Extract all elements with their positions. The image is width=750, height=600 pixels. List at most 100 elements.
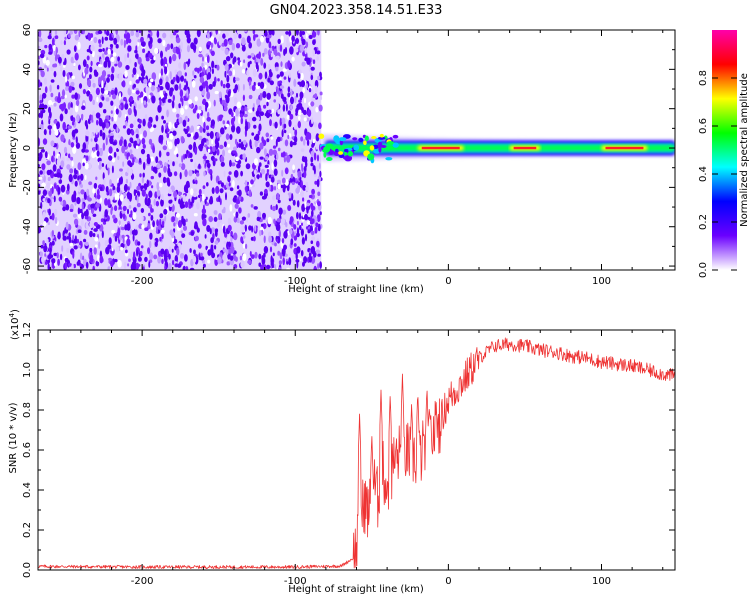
noise-dot bbox=[71, 75, 76, 80]
noise-dot bbox=[229, 204, 233, 212]
noise-dot bbox=[51, 240, 55, 246]
noise-dot bbox=[42, 211, 46, 219]
noise-dot bbox=[219, 188, 224, 194]
y-tick-label: 1.0 bbox=[22, 362, 33, 378]
noise-dot bbox=[289, 177, 293, 183]
noise-dot bbox=[102, 142, 106, 151]
noise-dot bbox=[256, 216, 261, 222]
y-tick-label: -20 bbox=[22, 179, 33, 195]
y-tick-label: 0.4 bbox=[22, 482, 33, 498]
band-blob bbox=[333, 150, 341, 156]
noise-dot bbox=[210, 36, 214, 40]
noise-dot bbox=[234, 84, 238, 91]
noise-dot bbox=[273, 159, 278, 168]
y-tick-label: -60 bbox=[22, 258, 33, 274]
noise-dot bbox=[95, 112, 101, 119]
noise-dot bbox=[316, 50, 321, 55]
noise-dot bbox=[44, 151, 48, 159]
noise-dot bbox=[130, 251, 134, 258]
noise-dot bbox=[38, 30, 42, 38]
noise-dot bbox=[287, 205, 292, 211]
noise-dot bbox=[233, 232, 238, 241]
noise-dot bbox=[288, 72, 291, 78]
noise-dot bbox=[247, 259, 252, 265]
noise-dot bbox=[129, 96, 134, 102]
noise-dot bbox=[42, 92, 47, 99]
noise-dot bbox=[95, 176, 98, 181]
noise-dot bbox=[175, 213, 181, 218]
noise-dot bbox=[178, 103, 181, 109]
noise-dot bbox=[298, 109, 302, 116]
noise-dot bbox=[110, 126, 114, 131]
noise-dot bbox=[243, 147, 246, 151]
noise-dot bbox=[175, 47, 180, 55]
noise-dot bbox=[246, 216, 249, 223]
noise-dot bbox=[183, 225, 187, 231]
band-blob bbox=[325, 143, 334, 148]
noise-dot bbox=[242, 235, 246, 239]
noise-dot bbox=[97, 30, 103, 35]
noise-dot bbox=[153, 56, 156, 61]
noise-dot bbox=[92, 110, 96, 118]
noise-dot bbox=[130, 263, 134, 270]
noise-dot bbox=[107, 199, 111, 208]
noise-dot bbox=[159, 98, 162, 107]
y-tick-label: 0.2 bbox=[22, 522, 33, 538]
noise-dot bbox=[230, 236, 233, 242]
noise-dot bbox=[310, 240, 314, 244]
noise-dot bbox=[122, 212, 126, 220]
snr-series-line bbox=[38, 337, 675, 569]
noise-dot bbox=[49, 247, 52, 256]
noise-dot bbox=[279, 85, 285, 89]
noise-dot bbox=[115, 73, 118, 79]
snr-frame bbox=[37, 329, 676, 571]
snr-multiplier-close: ) bbox=[10, 309, 21, 313]
y-tick-label: 0.8 bbox=[22, 402, 33, 418]
noise-dot bbox=[56, 96, 62, 104]
noise-dot bbox=[193, 75, 197, 79]
noise-dot bbox=[61, 245, 64, 252]
noise-dot bbox=[39, 53, 45, 59]
noise-dot bbox=[199, 126, 204, 133]
noise-dot bbox=[88, 162, 92, 170]
noise-dot bbox=[307, 229, 311, 234]
noise-dot bbox=[115, 30, 118, 35]
noise-dot bbox=[186, 133, 191, 138]
noise-dot bbox=[227, 177, 231, 183]
noise-dot bbox=[184, 72, 187, 77]
noise-dot bbox=[227, 90, 231, 97]
noise-dot bbox=[210, 237, 214, 244]
noise-dot bbox=[248, 42, 252, 49]
noise-dot bbox=[141, 189, 146, 197]
noise-dot bbox=[258, 253, 262, 260]
noise-dot bbox=[143, 130, 147, 138]
noise-dot bbox=[140, 148, 146, 155]
noise-dot bbox=[81, 105, 86, 110]
noise-dot bbox=[171, 100, 175, 109]
noise-dot bbox=[312, 49, 316, 57]
noise-dot bbox=[162, 176, 167, 184]
band-blob bbox=[344, 148, 349, 153]
noise-dot bbox=[306, 216, 311, 220]
noise-dot bbox=[236, 185, 240, 190]
noise-dot bbox=[177, 263, 182, 268]
noise-dot bbox=[302, 184, 307, 191]
noise-dot bbox=[172, 31, 177, 36]
noise-dot bbox=[235, 77, 240, 81]
noise-dot bbox=[288, 30, 292, 37]
noise-dot bbox=[300, 136, 304, 142]
noise-dot bbox=[173, 150, 177, 155]
noise-dot bbox=[174, 69, 178, 75]
noise-dot bbox=[131, 73, 134, 78]
noise-dot bbox=[201, 259, 205, 264]
noise-dot bbox=[188, 144, 193, 150]
noise-dot bbox=[40, 149, 46, 153]
noise-dot bbox=[104, 56, 110, 63]
noise-dot bbox=[270, 204, 273, 210]
noise-dot bbox=[39, 100, 43, 104]
noise-dot bbox=[240, 170, 244, 177]
colorbar-gradient bbox=[712, 30, 737, 270]
noise-dot bbox=[38, 45, 41, 50]
noise-dot bbox=[220, 100, 223, 105]
noise-dot bbox=[301, 237, 305, 245]
